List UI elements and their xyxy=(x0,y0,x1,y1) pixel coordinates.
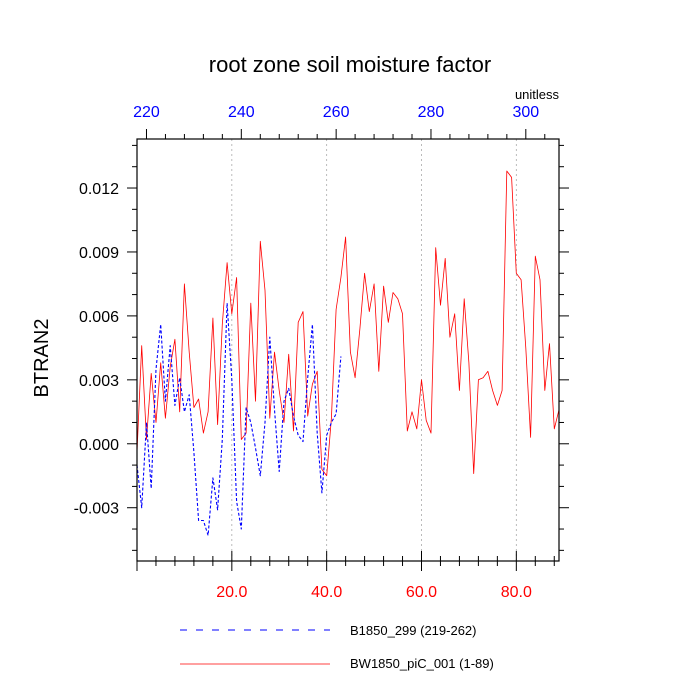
tick-labels: 20.0 40.0 60.0 80.0 220 240 260 280 300 -0.003 0.0… xyxy=(74,104,540,601)
grid-lines xyxy=(231,139,517,561)
chart-title: root zone soil moisture factor xyxy=(209,52,491,77)
y-tick-label: 0.012 xyxy=(79,181,119,198)
axis-ticks xyxy=(127,129,569,571)
legend-label-bw1850: BW1850_piC_001 (1-89) xyxy=(350,656,494,671)
y-tick-label: 0.003 xyxy=(79,373,119,390)
top-tick-label: 280 xyxy=(418,104,445,121)
units-label: unitless xyxy=(515,87,560,102)
y-tick-label: -0.003 xyxy=(74,501,119,518)
series-line-bw1850 xyxy=(136,170,560,477)
bottom-tick-label: 40.0 xyxy=(311,584,342,601)
series-line-b1850 xyxy=(136,302,342,536)
top-tick-label: 260 xyxy=(323,104,350,121)
y-tick-label: 0.009 xyxy=(79,245,119,262)
bottom-tick-label: 80.0 xyxy=(501,584,532,601)
legend: B1850_299 (219-262) BW1850_piC_001 (1-89… xyxy=(180,623,494,671)
top-tick-label: 240 xyxy=(228,104,255,121)
y-tick-label: 0.006 xyxy=(79,309,119,326)
y-tick-label: 0.000 xyxy=(79,437,119,454)
top-tick-label: 220 xyxy=(133,104,160,121)
legend-label-b1850: B1850_299 (219-262) xyxy=(350,623,477,638)
series-layer xyxy=(136,170,560,536)
bottom-tick-label: 60.0 xyxy=(406,584,437,601)
y-axis-label: BTRAN2 xyxy=(31,319,53,398)
bottom-tick-label: 20.0 xyxy=(216,584,247,601)
top-tick-label: 300 xyxy=(512,104,539,121)
plot-frame xyxy=(136,138,560,562)
